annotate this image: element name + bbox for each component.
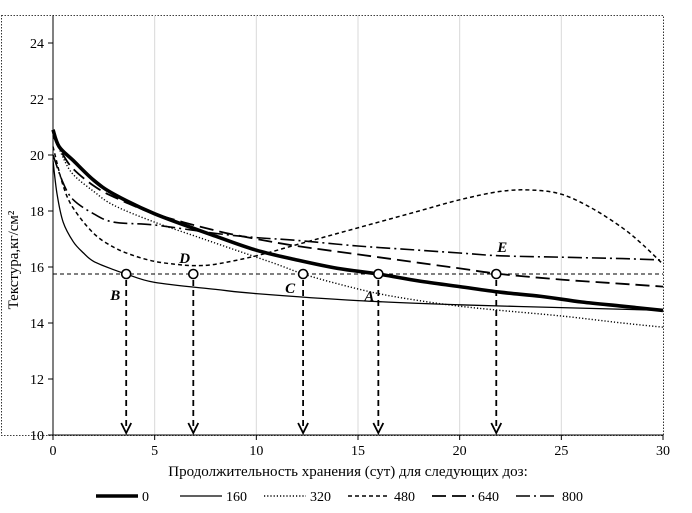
drop-arrow-E: [490, 422, 503, 436]
legend-label-640: 640: [478, 490, 499, 505]
legend-label-480: 480: [394, 490, 415, 505]
drop-arrow-C: [297, 422, 309, 436]
x-tick-label: 10: [249, 444, 263, 459]
y-tick-label: 16: [30, 261, 44, 276]
series-layer: [51, 129, 664, 328]
x-tick-label: 25: [554, 444, 568, 459]
x-axis-title: Продолжительность хранения (сут) для сле…: [168, 464, 528, 480]
series-line-800: [52, 154, 664, 261]
legend-label-800: 800: [562, 490, 583, 505]
series-line-160: [52, 160, 664, 312]
marker-B: [120, 268, 132, 280]
legend-label-320: 320: [310, 490, 331, 505]
series-line-480: [52, 146, 664, 267]
y-tick-label: 10: [30, 429, 44, 444]
x-tick-label: 30: [656, 444, 670, 459]
axis-layer: 10 12 14 16 18 20 22 24 0 5 10 15 20 25 30: [30, 15, 670, 459]
marker-C: [297, 268, 309, 280]
x-tick-label: 20: [453, 444, 467, 459]
marker-D: [188, 268, 199, 280]
y-tick-label: 24: [30, 37, 44, 52]
legend-label-160: 160: [226, 490, 247, 505]
x-tick-label: 15: [351, 444, 365, 459]
y-tick-label: 14: [30, 317, 44, 332]
y-tick-label: 18: [30, 205, 44, 220]
drop-arrow-D: [187, 422, 200, 436]
point-label-A: A: [363, 289, 374, 305]
point-label-B: B: [109, 288, 120, 304]
grid-layer: [154, 15, 562, 435]
y-tick-label: 22: [30, 93, 44, 108]
y-tick-label: 20: [30, 149, 44, 164]
point-label-E: E: [496, 240, 507, 256]
series-line-320: [52, 132, 664, 328]
marker-layer: B D C A E: [109, 240, 507, 436]
legend: 0 160 320 480 640 800: [96, 490, 583, 505]
y-tick-label: 12: [30, 373, 44, 388]
x-tick-label: 5: [151, 444, 158, 459]
marker-E: [490, 268, 502, 280]
drop-arrow-A: [372, 422, 385, 436]
legend-label-0: 0: [142, 490, 149, 505]
point-label-D: D: [178, 251, 190, 267]
series-line-640: [52, 134, 664, 288]
x-tick-label: 0: [50, 444, 57, 459]
point-label-C: C: [285, 281, 296, 297]
series-line-0: [51, 129, 664, 313]
marker-A: [373, 268, 384, 280]
y-axis-title: Текстура,кг/см²: [6, 210, 22, 309]
drop-arrow-B: [120, 422, 133, 436]
